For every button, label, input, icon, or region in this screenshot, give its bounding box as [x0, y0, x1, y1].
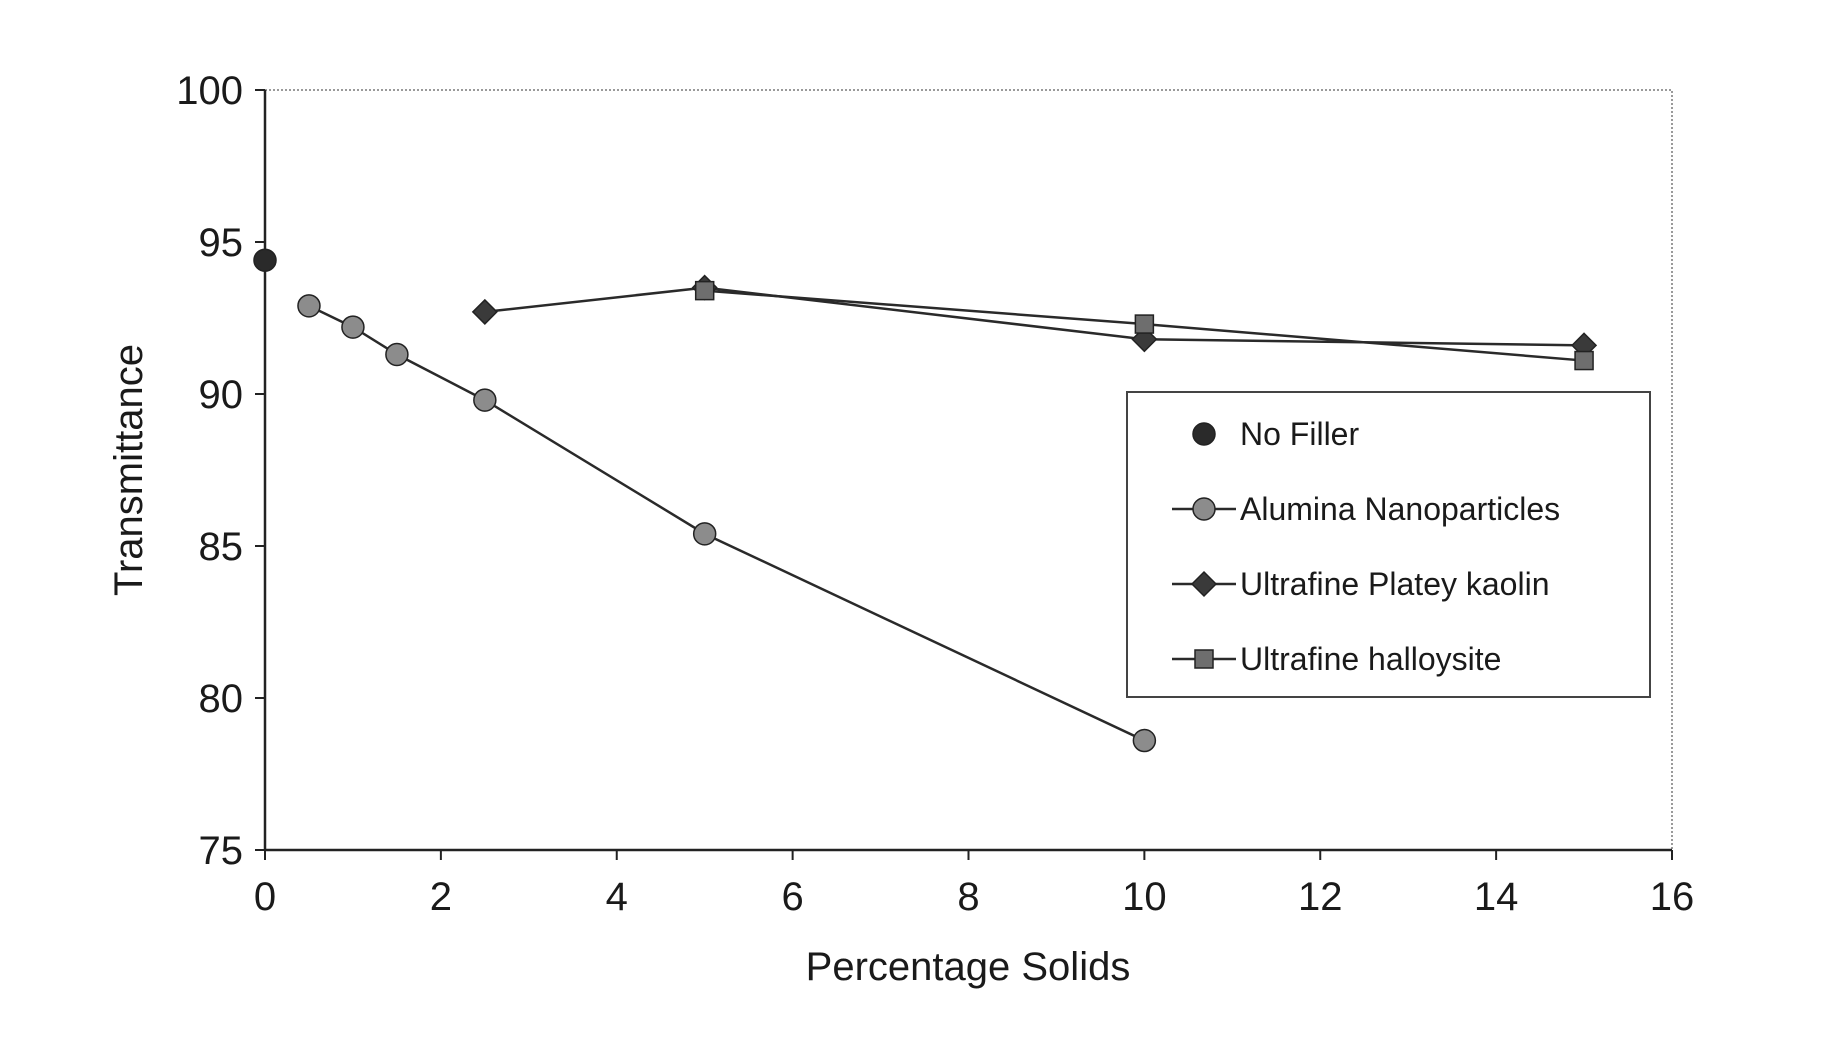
x-axis-ticks: 0 2 4 6 8 10 12 14 16	[254, 850, 1694, 919]
data-point-alumina-nanoparticles	[474, 389, 496, 411]
data-point-alumina-nanoparticles	[386, 343, 408, 365]
x-tick-label: 14	[1474, 875, 1519, 919]
legend-marker	[1193, 423, 1215, 445]
data-point-alumina-nanoparticles	[694, 523, 716, 545]
data-point-alumina-nanoparticles	[1133, 730, 1155, 752]
data-point-no-filler	[254, 249, 276, 271]
legend-label: Alumina Nanoparticles	[1240, 491, 1560, 527]
x-tick-label: 4	[606, 875, 628, 919]
legend-marker	[1193, 498, 1215, 520]
y-tick-label: 85	[199, 525, 244, 569]
x-tick-label: 10	[1122, 875, 1167, 919]
legend-label: No Filler	[1240, 416, 1359, 452]
x-tick-label: 12	[1298, 875, 1343, 919]
data-point-ultrafine-halloysite	[1575, 352, 1593, 370]
y-tick-label: 90	[199, 373, 244, 417]
x-tick-label: 16	[1650, 875, 1695, 919]
x-tick-label: 8	[957, 875, 979, 919]
x-tick-label: 2	[430, 875, 452, 919]
y-tick-label: 95	[199, 221, 244, 265]
y-tick-label: 100	[176, 69, 243, 113]
x-tick-label: 0	[254, 875, 276, 919]
legend: No Filler Alumina Nanoparticles Ultrafine …	[1127, 392, 1650, 697]
y-tick-label: 80	[199, 677, 244, 721]
y-axis-title: Transmittance	[107, 344, 151, 596]
legend-label: Ultrafine halloysite	[1240, 641, 1501, 677]
x-tick-label: 6	[782, 875, 804, 919]
y-tick-label: 75	[199, 829, 244, 873]
x-axis-title: Percentage Solids	[806, 945, 1131, 989]
legend-marker	[1195, 650, 1213, 668]
data-point-ultrafine-halloysite	[696, 282, 714, 300]
data-point-alumina-nanoparticles	[298, 295, 320, 317]
data-point-alumina-nanoparticles	[342, 316, 364, 338]
y-axis-ticks: 75 80 85 90 95 100	[176, 69, 265, 873]
legend-label: Ultrafine Platey kaolin	[1240, 566, 1549, 602]
data-point-ultrafine-halloysite	[1135, 315, 1153, 333]
